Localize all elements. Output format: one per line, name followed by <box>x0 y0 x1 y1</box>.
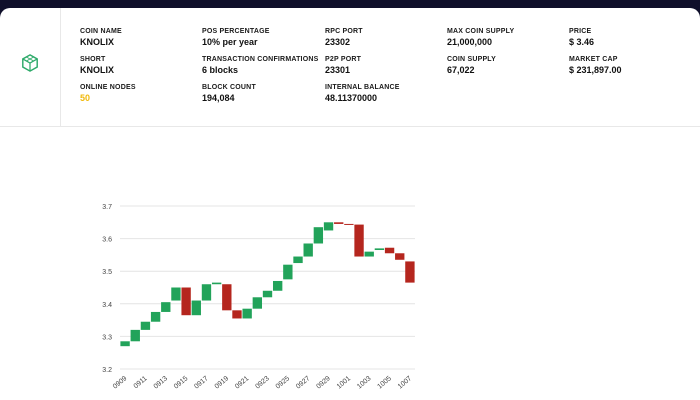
stat-value: 23301 <box>325 65 351 75</box>
stat-market-cap: MARKET CAP $ 231,897.00 <box>569 55 622 76</box>
x-tick-label: 0925 <box>275 375 292 390</box>
y-tick-label: 3.4 <box>102 302 112 309</box>
x-tick-label: 1001 <box>336 375 353 390</box>
stat-label: P2P PORT <box>325 56 362 63</box>
y-tick-label: 3.2 <box>102 367 112 374</box>
candle-0918 <box>211 282 222 285</box>
x-tick-label: 0911 <box>133 375 149 390</box>
stat-label: MARKET CAP <box>569 56 618 63</box>
candle-0916 <box>191 300 201 316</box>
stat-label: ONLINE NODES <box>80 84 136 91</box>
stat-label: RPC PORT <box>325 28 363 35</box>
stat-short: SHORT KNOLIX <box>80 55 114 76</box>
candle-0911 <box>140 321 151 330</box>
stat-value: 48.11370000 <box>325 93 378 103</box>
stat-value: 194,084 <box>202 93 235 103</box>
coin-info-header: COIN NAME KNOLIX POS PERCENTAGE 10% per … <box>0 8 700 127</box>
candle-1002 <box>354 224 364 257</box>
candle-0917 <box>201 284 212 301</box>
stat-label: MAX COIN SUPPLY <box>447 28 515 35</box>
stat-online-nodes: ONLINE NODES 50 <box>80 83 136 104</box>
stat-label: INTERNAL BALANCE <box>325 84 400 91</box>
stat-transaction-confirmations: TRANSACTION CONFIRMATIONS 6 blocks <box>202 55 318 76</box>
x-tick-label: 0919 <box>214 375 231 390</box>
stat-value: 23302 <box>325 37 351 47</box>
price-candlestick-chart: 3.2 3.3 3.4 3.5 3.6 3.7 0909 0911 0913 0915 0917 09… <box>102 204 415 391</box>
x-tick-label: 1007 <box>397 375 414 390</box>
candle-0920 <box>232 310 242 319</box>
stat-pos-percentage: POS PERCENTAGE 10% per year <box>202 27 270 48</box>
candle-0922 <box>252 297 263 309</box>
candle-0909 <box>120 341 130 347</box>
candle-0924 <box>272 280 283 291</box>
candle-1005 <box>384 247 395 254</box>
stat-value: 10% per year <box>202 37 258 47</box>
x-tick-label: 0917 <box>193 375 210 390</box>
candle-1007 <box>405 261 415 283</box>
cube-logo-icon <box>22 54 38 72</box>
candle-0914 <box>171 287 181 301</box>
candle-0929 <box>323 222 334 231</box>
candle-0910 <box>130 329 140 342</box>
stat-value: 21,000,000 <box>447 37 493 47</box>
candle-0913 <box>161 302 171 312</box>
stat-value: $ 3.46 <box>569 37 595 47</box>
x-tick-label: 1005 <box>376 375 393 390</box>
candle-0923 <box>262 290 273 298</box>
candle-0912 <box>150 311 161 322</box>
stat-max-coin-supply: MAX COIN SUPPLY 21,000,000 <box>447 27 514 48</box>
page: COIN NAME KNOLIX POS PERCENTAGE 10% per … <box>0 8 700 400</box>
stat-p2p-port: P2P PORT 23301 <box>325 55 361 76</box>
y-tick-label: 3.5 <box>102 269 112 276</box>
candle-1004 <box>374 248 385 251</box>
stat-rpc-port: RPC PORT 23302 <box>325 27 363 48</box>
stat-value: 50 <box>80 93 91 103</box>
stat-label: TRANSACTION CONFIRMATIONS <box>202 56 319 63</box>
stat-value: KNOLIX <box>80 37 115 47</box>
y-tick-label: 3.3 <box>102 334 112 341</box>
candle-0928 <box>313 227 324 244</box>
candle-0925 <box>283 264 293 280</box>
candle-0919 <box>222 284 232 311</box>
candle-1006 <box>395 253 405 260</box>
x-tick-label: 0923 <box>254 375 271 390</box>
stat-value: 67,022 <box>447 65 475 75</box>
stat-block-count: BLOCK COUNT 194,084 <box>202 83 256 104</box>
x-tick-label: 0927 <box>295 375 312 390</box>
stat-label: COIN SUPPLY <box>447 56 497 63</box>
stat-coin-name: COIN NAME KNOLIX <box>80 27 122 48</box>
y-tick-label: 3.6 <box>102 237 112 244</box>
x-tick-label: 0921 <box>234 375 251 390</box>
candle-1003 <box>364 251 374 257</box>
stat-value: $ 231,897.00 <box>569 65 622 75</box>
x-tick-label: 0929 <box>315 375 332 390</box>
stat-value: 6 blocks <box>202 65 239 75</box>
stat-value: KNOLIX <box>80 65 115 75</box>
x-tick-label: 0913 <box>153 375 170 390</box>
stat-price: PRICE $ 3.46 <box>569 27 594 48</box>
stat-label: PRICE <box>569 28 592 35</box>
x-tick-label: 0915 <box>173 375 190 390</box>
candle-0921 <box>242 308 252 319</box>
stat-label: BLOCK COUNT <box>202 84 256 91</box>
x-tick-label: 1003 <box>356 375 373 390</box>
candle-1001 <box>344 223 354 225</box>
candle-0930 <box>334 222 344 224</box>
candle-0926 <box>293 256 303 264</box>
stat-label: COIN NAME <box>80 28 122 35</box>
candle-0915 <box>181 287 191 316</box>
candle-0927 <box>303 243 313 257</box>
logo-cell <box>0 8 61 126</box>
y-tick-label: 3.7 <box>102 204 112 211</box>
stat-internal-balance: INTERNAL BALANCE 48.11370000 <box>325 83 400 104</box>
stat-label: SHORT <box>80 56 106 63</box>
x-tick-label: 0909 <box>112 375 129 390</box>
stat-coin-supply: COIN SUPPLY 67,022 <box>447 55 496 76</box>
stat-label: POS PERCENTAGE <box>202 28 270 35</box>
